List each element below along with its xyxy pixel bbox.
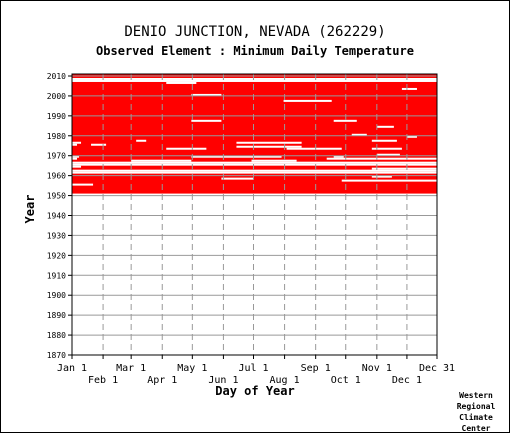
y-tick-label: 2010 (47, 72, 66, 81)
missing-gap (72, 165, 82, 168)
chart-title: DENIO JUNCTION, NEVADA (262229) (124, 24, 386, 40)
y-tick-label: 1950 (47, 192, 66, 201)
credit-line: Western (459, 391, 493, 400)
x-tick-label: Jan 1 (57, 363, 87, 374)
credit-line: Center (461, 424, 491, 433)
x-tick-label: Sep 1 (301, 363, 331, 374)
y-tick-label: 1940 (47, 211, 66, 220)
missing-gap (371, 167, 437, 170)
missing-gap (72, 155, 80, 158)
missing-gap (221, 177, 254, 180)
missing-gap (91, 143, 107, 146)
missing-gap (236, 145, 302, 148)
x-tick-label: Feb 1 (88, 375, 118, 386)
y-tick-label: 1970 (47, 152, 66, 161)
missing-gap (236, 141, 302, 144)
x-tick-label: Jun 1 (208, 375, 238, 386)
x-tick-label: Nov 1 (362, 363, 392, 374)
y-tick-label: 1980 (47, 132, 66, 141)
x-tick-label: May 1 (177, 363, 207, 374)
missing-year-row (72, 77, 437, 80)
y-tick-labels: 1870 1880 1890 1900 1910 1920 1930 1940 1950 1960… (47, 72, 66, 360)
missing-gap (72, 141, 82, 144)
credit-line: Regional (456, 402, 496, 411)
missing-gap (166, 147, 207, 150)
missing-year-row (72, 161, 437, 164)
missing-gap (191, 119, 222, 122)
x-tick-label: Oct 1 (331, 375, 361, 386)
missing-gap (72, 143, 78, 146)
x-tick-labels: Jan 1 Mar 1 May 1 Jul 1 Sep 1 Nov 1 Dec 31 Feb … (57, 363, 455, 386)
missing-gap (286, 147, 342, 150)
missing-gap (401, 87, 417, 90)
missing-gap (371, 175, 392, 178)
missing-gap (376, 125, 394, 128)
y-tick-label: 1890 (47, 311, 66, 320)
credit-block: Western Regional Climate Center (450, 390, 502, 434)
x-tick-label: Aug 1 (270, 375, 300, 386)
missing-gap (371, 147, 402, 150)
missing-gap (376, 153, 400, 156)
x-tick-label: Mar 1 (116, 363, 146, 374)
x-tick-label: Jul 1 (238, 363, 268, 374)
missing-gap (371, 139, 397, 142)
y-tick-label: 1910 (47, 271, 66, 280)
x-tick-label: Dec 31 (419, 363, 455, 374)
missing-gap (72, 79, 437, 82)
missing-gap (72, 169, 437, 172)
missing-gap (72, 171, 437, 174)
y-tick-label: 2000 (47, 92, 66, 101)
missing-gap (251, 159, 297, 162)
y-tick-label: 1920 (47, 251, 66, 260)
missing-gap (351, 133, 367, 136)
missing-gap (131, 159, 192, 162)
missing-gap (333, 155, 344, 158)
missing-gap (333, 119, 357, 122)
grid-lines (72, 74, 437, 356)
missing-gap (326, 157, 437, 160)
missing-gap (341, 179, 437, 182)
y-tick-label: 1870 (47, 351, 66, 360)
y-tick-label: 1990 (47, 112, 66, 121)
missing-gap (72, 163, 437, 166)
y-axis-label: Year (23, 195, 37, 224)
missing-gap (166, 81, 197, 84)
missing-gap (406, 135, 417, 138)
y-tick-label: 1960 (47, 172, 66, 181)
x-tick-label: Apr 1 (147, 375, 177, 386)
missing-gap (136, 139, 147, 142)
credit-line: Climate (459, 413, 493, 422)
missing-gap (283, 99, 332, 102)
axes (68, 73, 438, 359)
missing-gap (191, 155, 282, 158)
missing-gap (191, 93, 222, 96)
plot-border (71, 73, 438, 356)
x-tick-label: Dec 1 (392, 375, 422, 386)
y-tick-label: 1930 (47, 231, 66, 240)
y-tick-label: 1880 (47, 331, 66, 340)
missing-data-layer (72, 77, 437, 186)
missing-gap (72, 157, 78, 160)
chart-subtitle: Observed Element : Minimum Daily Tempera… (96, 44, 414, 58)
y-tick-label: 1900 (47, 291, 66, 300)
missing-gap (72, 183, 94, 186)
x-axis-label: Day of Year (215, 384, 294, 398)
